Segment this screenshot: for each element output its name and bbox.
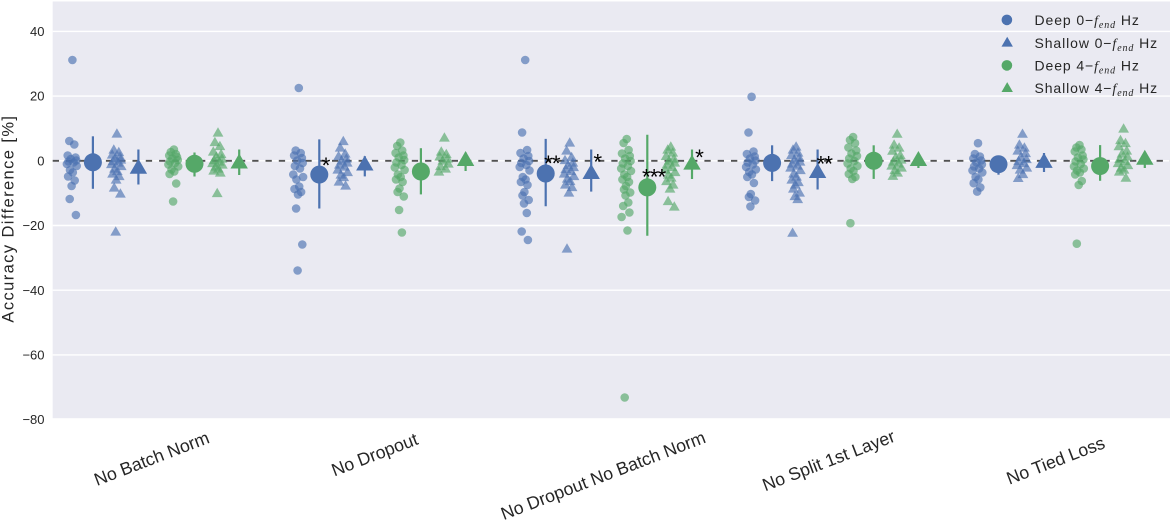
svg-text:*: * [695, 145, 704, 170]
svg-text:***: *** [642, 164, 667, 189]
svg-text:*: * [322, 153, 331, 178]
svg-text:**: ** [544, 151, 561, 176]
svg-text:−40: −40 [22, 283, 44, 298]
svg-text:Accuracy Difference [%]: Accuracy Difference [%] [0, 115, 18, 323]
svg-text:−20: −20 [22, 218, 44, 233]
svg-text:*: * [593, 149, 602, 174]
svg-text:20: 20 [30, 89, 44, 104]
svg-text:0: 0 [37, 153, 44, 168]
svg-text:−80: −80 [22, 412, 44, 427]
svg-text:40: 40 [30, 24, 44, 39]
svg-text:**: ** [817, 151, 834, 176]
svg-text:−60: −60 [22, 348, 44, 363]
